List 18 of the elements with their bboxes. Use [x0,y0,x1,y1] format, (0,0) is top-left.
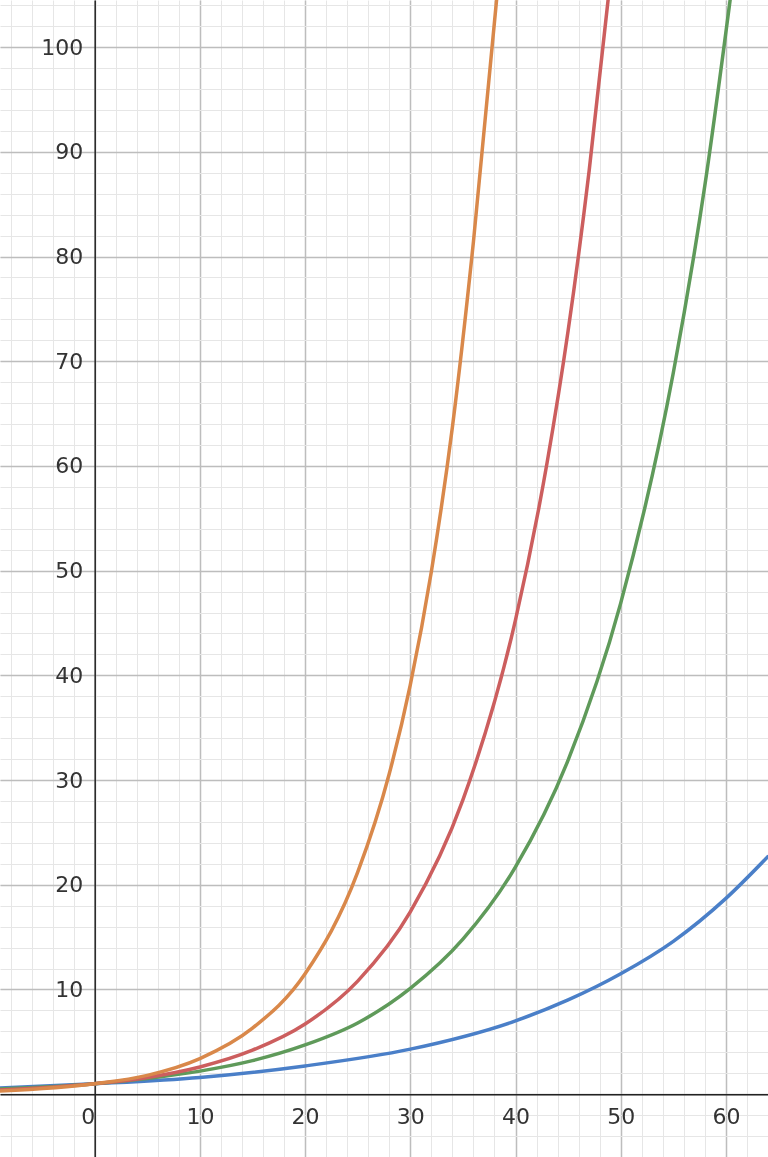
y-tick-label: 60 [55,453,84,479]
y-tick-label: 100 [41,34,84,60]
x-tick-label: 40 [502,1103,531,1129]
x-tick-label: 20 [291,1103,320,1129]
y-tick-label: 40 [55,662,84,688]
y-tick-label: 70 [55,348,84,374]
x-tick-label: 10 [186,1103,215,1129]
y-tick-label: 30 [55,767,84,793]
y-tick-label: 20 [55,872,84,898]
y-tick-label: 80 [55,244,84,270]
y-tick-label: 50 [55,558,84,584]
x-tick-label: 0 [81,1103,96,1129]
x-tick-label: 60 [712,1103,741,1129]
x-tick-label: 30 [396,1103,425,1129]
x-tick-label: 50 [607,1103,636,1129]
line-series [0,0,499,1093]
y-tick-label: 90 [55,139,84,165]
y-tick-label: 10 [55,976,84,1002]
